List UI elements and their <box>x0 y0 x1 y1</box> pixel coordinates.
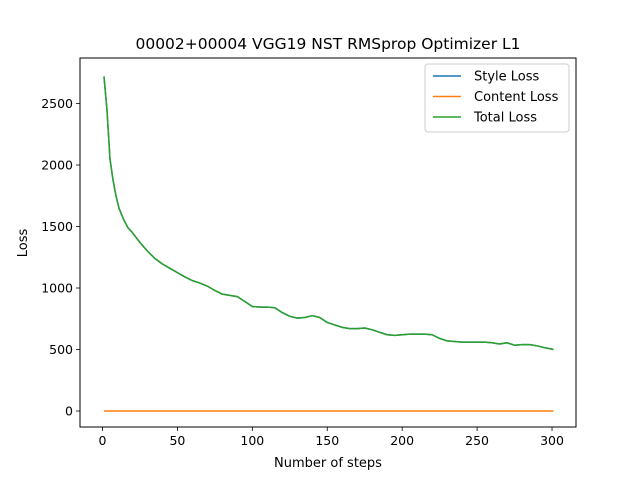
x-axis-ticks: 0 50 100 150 200 250 300 <box>99 427 564 448</box>
x-tick-label: 200 <box>390 433 414 448</box>
x-tick-label: 0 <box>99 433 107 448</box>
legend-label-content-loss: Content Loss <box>474 90 559 105</box>
legend: Style Loss Content Loss Total Loss <box>424 63 570 133</box>
legend-label-total-loss: Total Loss <box>473 111 537 126</box>
series-line-total-loss <box>103 76 554 351</box>
y-tick-label: 1500 <box>41 219 73 234</box>
legend-label-style-loss: Style Loss <box>474 70 540 85</box>
y-axis-ticks: 0 500 1000 1500 2000 2500 <box>41 96 80 419</box>
plot-area <box>79 57 577 428</box>
legend-frame <box>424 63 570 133</box>
x-tick-label: 250 <box>465 433 489 448</box>
x-axis-title: Number of steps <box>274 456 382 471</box>
x-tick-label: 300 <box>540 433 564 448</box>
y-tick-label: 500 <box>49 342 73 357</box>
series-lines <box>103 76 554 412</box>
y-tick-label: 2000 <box>41 158 73 173</box>
x-tick-label: 150 <box>315 433 339 448</box>
x-tick-label: 50 <box>169 433 185 448</box>
y-tick-label: 1000 <box>41 281 73 296</box>
y-tick-label: 2500 <box>41 96 73 111</box>
y-axis-title: Loss <box>16 229 31 258</box>
x-tick-label: 100 <box>240 433 264 448</box>
y-tick-label: 0 <box>65 404 73 419</box>
chart-title: 00002+00004 VGG19 NST RMSprop Optimizer … <box>135 35 520 53</box>
plot-frame <box>79 57 577 428</box>
